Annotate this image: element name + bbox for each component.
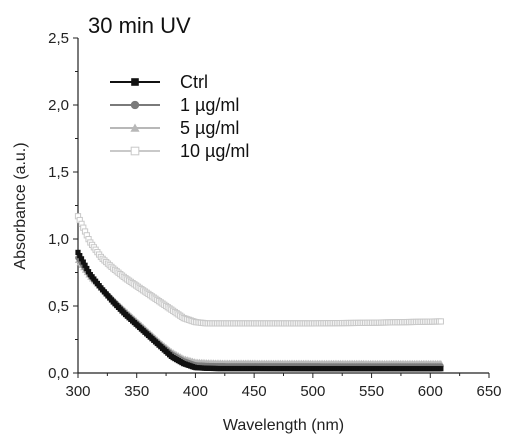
y-tick-label: 2,0 bbox=[48, 97, 69, 114]
y-tick-label: 2,5 bbox=[48, 30, 69, 47]
x-tick-label: 300 bbox=[65, 383, 90, 400]
axes-layer: 300 350 400 450 500 550 600 650 0,0 0,5 1,0 1,5 2,0 2… bbox=[48, 30, 501, 400]
data-point bbox=[85, 269, 92, 275]
x-tick-label: 500 bbox=[300, 383, 325, 400]
y-tick-label: 1,5 bbox=[48, 164, 69, 181]
legend-label: 1 µg/ml bbox=[180, 95, 239, 115]
series-line bbox=[77, 260, 441, 364]
series-line bbox=[77, 257, 441, 367]
series-line bbox=[77, 252, 441, 370]
x-tick-label: 400 bbox=[183, 383, 208, 400]
data-point bbox=[75, 249, 81, 255]
y-axis-title: Absorbance (a.u.) bbox=[12, 142, 29, 269]
legend-entry: 1 µg/ml bbox=[110, 95, 239, 115]
legend-marker bbox=[130, 146, 140, 156]
legend-label: 5 µg/ml bbox=[180, 118, 239, 138]
x-tick-label: 450 bbox=[242, 383, 267, 400]
legend-marker bbox=[130, 123, 140, 132]
data-point bbox=[77, 253, 83, 259]
legend-marker bbox=[131, 78, 139, 86]
x-tick-label: 350 bbox=[124, 383, 149, 400]
series-line bbox=[77, 215, 441, 324]
data-point bbox=[84, 265, 90, 272]
data-point bbox=[80, 259, 86, 265]
x-axis-title: Wavelength (nm) bbox=[223, 417, 344, 434]
y-tick-label: 0,5 bbox=[48, 298, 69, 315]
series-5-g-ml bbox=[74, 257, 444, 366]
y-tick-label: 1,0 bbox=[48, 231, 69, 248]
series-1-g-ml bbox=[75, 254, 444, 370]
series-layer bbox=[74, 213, 444, 372]
series-10-g-ml bbox=[74, 213, 444, 327]
y-tick-label: 0,0 bbox=[48, 365, 69, 382]
data-point bbox=[437, 318, 444, 325]
legend: Ctrl 1 µg/ml 5 µg/ml 10 µg/ml bbox=[110, 72, 249, 161]
legend-label: Ctrl bbox=[180, 72, 208, 92]
legend-entry: Ctrl bbox=[110, 72, 208, 92]
data-point bbox=[82, 262, 88, 268]
series-ctrl bbox=[75, 249, 444, 372]
chart-title: 30 min UV bbox=[88, 13, 191, 38]
legend-marker bbox=[130, 100, 140, 110]
x-tick-label: 600 bbox=[418, 383, 443, 400]
legend-entry: 5 µg/ml bbox=[110, 118, 239, 138]
legend-entry: 10 µg/ml bbox=[110, 141, 249, 161]
x-tick-label: 650 bbox=[476, 383, 501, 400]
data-point bbox=[438, 366, 444, 372]
data-point bbox=[78, 256, 85, 262]
x-tick-label: 550 bbox=[359, 383, 384, 400]
legend-label: 10 µg/ml bbox=[180, 141, 249, 161]
